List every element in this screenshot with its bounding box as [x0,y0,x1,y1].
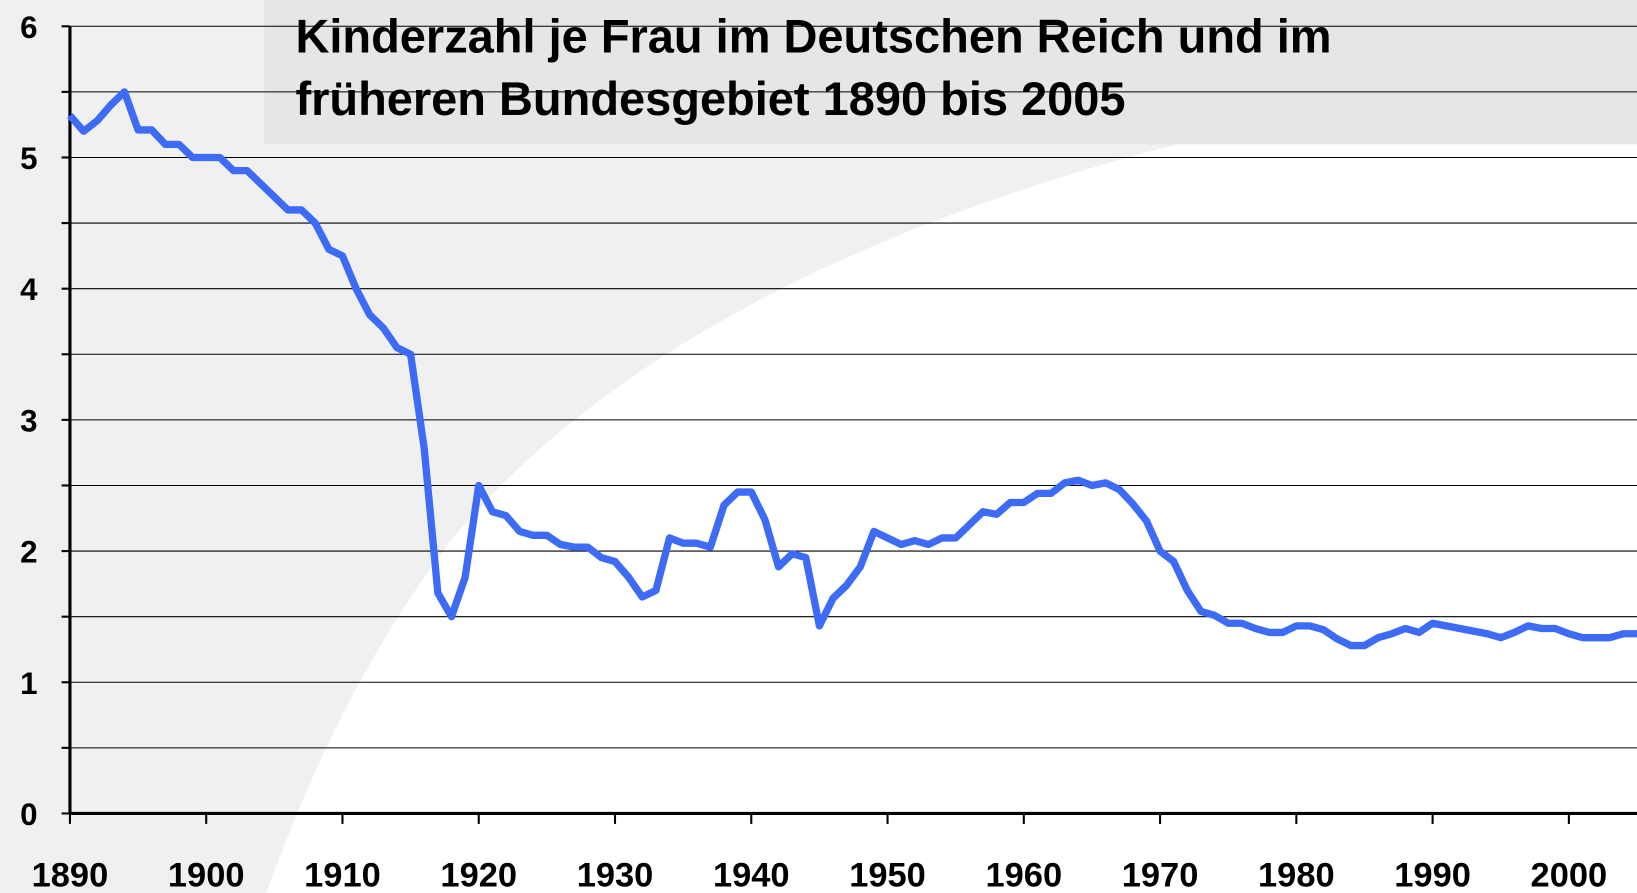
chart-title: früheren Bundesgebiet 1890 bis 2005 [295,72,1125,125]
x-tick-label: 1960 [985,857,1062,893]
y-tick-label: 3 [20,403,37,438]
y-tick-label: 4 [20,272,38,307]
x-tick-label: 1900 [168,857,245,893]
x-tick-label: 1920 [440,857,517,893]
x-tick-label: 1980 [1258,857,1335,893]
y-tick-label: 0 [20,797,37,832]
y-tick-label: 1 [20,666,37,701]
plot: 0 1 2 3 4 5 6 1890 1900 1910 1920 1930 1940 1950 1960 1… [20,10,1637,893]
x-tick-label: 1890 [32,857,109,893]
x-tick-label: 1950 [849,857,926,893]
x-tick-label: 2000 [1531,857,1608,893]
chart-title: Kinderzahl je Frau im Deutschen Reich un… [295,9,1331,62]
title-box [264,0,1637,145]
y-tick-label: 2 [20,535,37,570]
data-line [67,88,1637,650]
x-tick-label: 1910 [304,857,381,893]
x-tick-label: 1990 [1394,857,1471,893]
x-tick-label: 1970 [1122,857,1199,893]
y-tick-label: 6 [20,10,37,45]
x-tick-label: 1930 [577,857,654,893]
x-tick-label: 1940 [713,857,790,893]
y-tick-label: 5 [20,141,37,176]
